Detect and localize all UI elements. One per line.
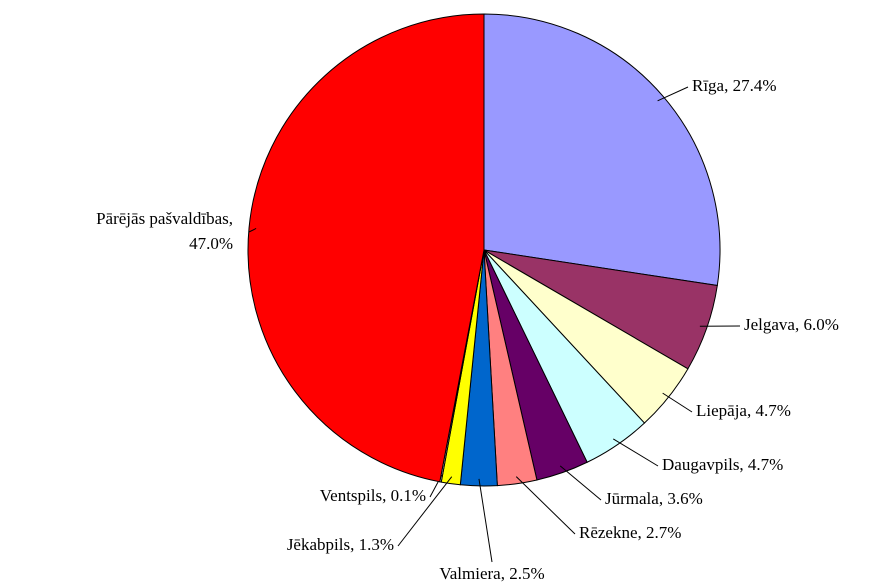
leader-line (559, 465, 602, 501)
pie-slice (247, 13, 485, 483)
data-label: Pārējās pašvaldības, 47.0% (96, 209, 233, 253)
pie-slice (483, 13, 721, 287)
data-label-line: Liepāja, 4.7% (696, 401, 791, 420)
data-label: Jēkabpils, 1.3% (287, 535, 394, 554)
data-label-line: Ventspils, 0.1% (320, 486, 426, 505)
data-label-line: Rīga, 27.4% (692, 76, 777, 95)
data-label: Jelgava, 6.0% (744, 315, 839, 334)
data-label: Valmiera, 2.5% (439, 564, 544, 583)
leader-line (478, 478, 493, 563)
data-label: Ventspils, 0.1% (320, 486, 426, 505)
data-label: Liepāja, 4.7% (696, 401, 791, 420)
data-label-line: Jelgava, 6.0% (744, 315, 839, 334)
data-label: Daugavpils, 4.7% (662, 455, 783, 474)
data-label-line: Jūrmala, 3.6% (605, 489, 703, 508)
data-label-line: Pārējās pašvaldības, (96, 209, 233, 228)
leader-line (248, 228, 257, 233)
data-label: Rēzekne, 2.7% (579, 523, 681, 542)
data-label-line: Daugavpils, 4.7% (662, 455, 783, 474)
leader-line (397, 476, 453, 547)
data-label-line: 47.0% (189, 234, 233, 253)
data-label: Rīga, 27.4% (692, 76, 777, 95)
data-label-line: Valmiera, 2.5% (439, 564, 544, 583)
leader-line (662, 392, 693, 413)
data-label-line: Rēzekne, 2.7% (579, 523, 681, 542)
data-label-line: Jēkabpils, 1.3% (287, 535, 394, 554)
leader-line (515, 476, 576, 535)
leader-line (657, 86, 689, 102)
leader-line (613, 438, 659, 467)
data-label: Jūrmala, 3.6% (605, 489, 703, 508)
